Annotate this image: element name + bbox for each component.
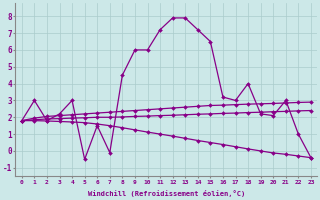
X-axis label: Windchill (Refroidissement éolien,°C): Windchill (Refroidissement éolien,°C) (88, 190, 245, 197)
